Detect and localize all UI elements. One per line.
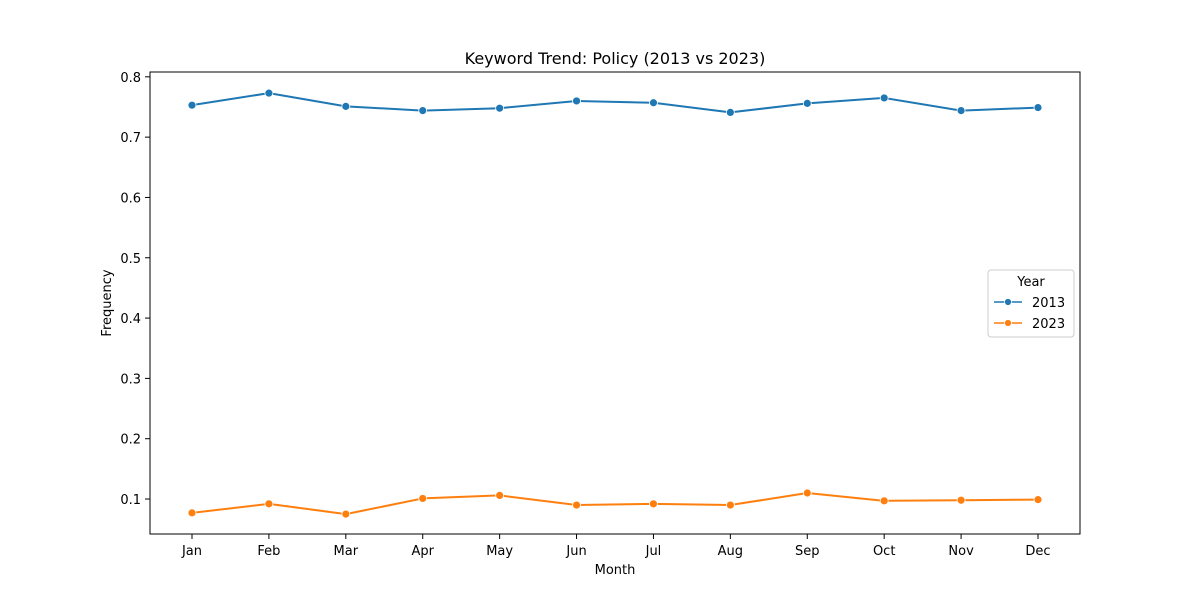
data-point-2023-aug — [725, 500, 735, 510]
x-tick-label-dec: Dec — [1025, 544, 1050, 559]
data-point-2023-feb — [264, 499, 274, 509]
data-point-2013-oct — [879, 93, 889, 103]
legend-item-2013: 2013 — [994, 296, 1065, 311]
data-point-2013-nov — [956, 106, 966, 116]
data-point-2013-jul — [649, 98, 658, 108]
x-tick-label-may: May — [486, 544, 513, 559]
data-point-2013-feb — [264, 88, 274, 98]
x-axis: Jan Feb Mar Apr May Jun Jul Aug Sep Oct Nov Dec — [181, 534, 1051, 559]
data-point-2023-jul — [649, 499, 658, 509]
y-tick-label-0.2: 0.2 — [120, 433, 141, 448]
x-tick-label-jun: Jun — [565, 544, 586, 559]
legend-label-2023: 2023 — [1032, 317, 1065, 332]
x-tick-label-jan: Jan — [181, 544, 202, 559]
series-line-2013 — [191, 92, 1039, 114]
x-tick-label-jul: Jul — [645, 544, 662, 559]
data-point-2013-apr — [418, 106, 428, 116]
x-tick-label-nov: Nov — [948, 544, 974, 559]
data-point-2023-jan — [187, 508, 197, 518]
y-tick-label-0.3: 0.3 — [120, 372, 141, 387]
data-point-2013-may — [495, 103, 505, 113]
x-axis-title: Month — [595, 563, 636, 578]
data-point-2023-jun — [572, 500, 581, 510]
data-point-2013-mar — [341, 101, 351, 111]
x-tick-label-apr: Apr — [411, 544, 434, 559]
y-tick-label-0.8: 0.8 — [120, 71, 141, 86]
y-tick-label-0.7: 0.7 — [120, 131, 141, 146]
y-tick-label-0.6: 0.6 — [120, 191, 141, 206]
series-layer — [187, 88, 1043, 519]
data-point-2023-apr — [418, 494, 428, 503]
data-point-2023-sep — [802, 488, 812, 498]
data-point-2013-jun — [572, 96, 581, 106]
legend-marker-2023 — [1004, 319, 1012, 327]
legend-label-2013: 2013 — [1032, 296, 1065, 311]
series-line-2023 — [191, 491, 1039, 516]
legend-title: Year — [1016, 275, 1045, 290]
x-tick-label-feb: Feb — [257, 544, 280, 559]
plot-frame — [149, 71, 1081, 535]
data-point-2023-may — [495, 490, 505, 500]
data-point-2023-mar — [341, 509, 351, 519]
data-point-2013-dec — [1033, 103, 1043, 112]
x-tick-label-sep: Sep — [795, 544, 820, 559]
x-tick-label-mar: Mar — [334, 544, 359, 559]
x-tick-label-aug: Aug — [718, 544, 743, 559]
y-axis-title: Frequency — [100, 269, 115, 336]
y-axis: 0.1 0.2 0.3 0.4 0.5 0.6 0.7 0.8 — [120, 71, 150, 508]
legend-marker-2013 — [1004, 298, 1012, 306]
data-point-2023-dec — [1033, 495, 1043, 505]
data-point-2023-nov — [956, 495, 966, 505]
data-point-2013-sep — [802, 98, 812, 108]
x-tick-label-oct: Oct — [873, 544, 895, 559]
data-point-2023-oct — [879, 496, 889, 506]
legend: Year 2013 2023 — [987, 269, 1075, 338]
data-point-2013-jan — [187, 100, 197, 110]
y-tick-label-0.5: 0.5 — [120, 252, 141, 267]
y-tick-label-0.1: 0.1 — [120, 493, 141, 508]
chart-title: Keyword Trend: Policy (2013 vs 2023) — [465, 49, 766, 68]
data-point-2013-aug — [725, 108, 735, 117]
legend-item-2023: 2023 — [994, 317, 1065, 332]
y-tick-label-0.4: 0.4 — [120, 312, 141, 327]
